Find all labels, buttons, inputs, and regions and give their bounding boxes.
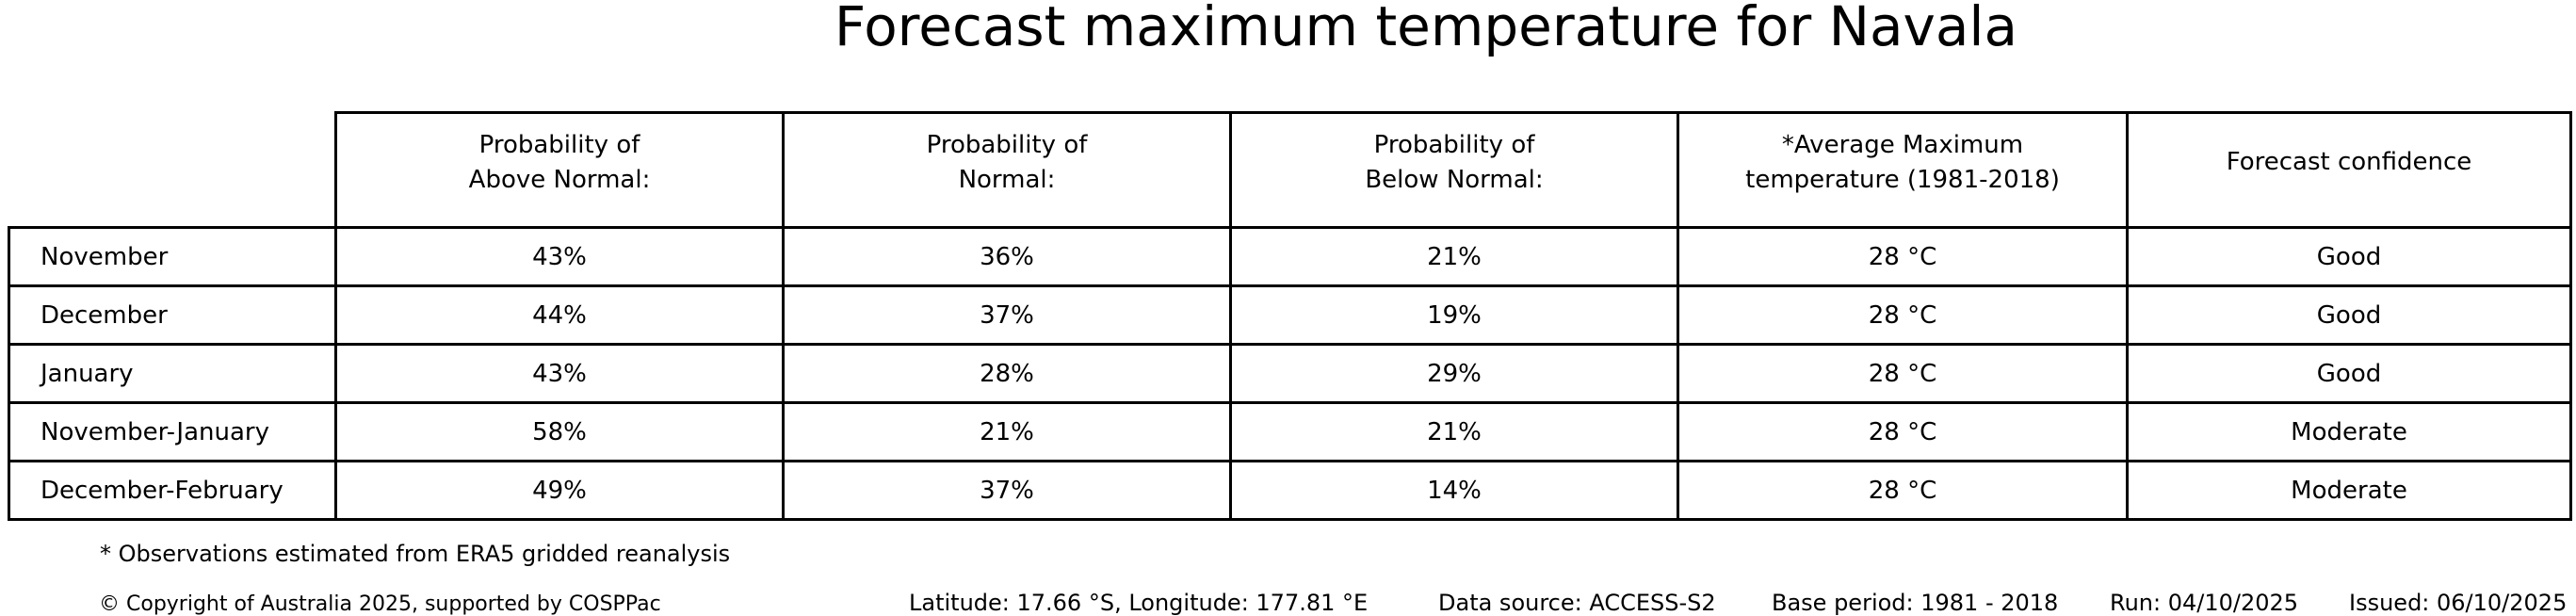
cell-above-normal: 43% <box>334 343 785 404</box>
cell-avg-temp: 28 °C <box>1677 401 2129 462</box>
row-label: January <box>8 343 337 404</box>
cell-normal: 28% <box>782 343 1232 404</box>
table-row-december-february: December-February 49% 37% 14% 28 °C Mode… <box>8 460 2572 521</box>
row-label: November <box>8 226 337 287</box>
cell-below-normal: 29% <box>1229 343 1679 404</box>
cell-confidence: Good <box>2126 343 2572 404</box>
cell-below-normal: 21% <box>1229 226 1679 287</box>
cell-below-normal: 14% <box>1229 460 1679 521</box>
cell-above-normal: 49% <box>334 460 785 521</box>
row-label: November-January <box>8 401 337 462</box>
table-row-december: December 44% 37% 19% 28 °C Good <box>8 284 2572 346</box>
observations-footnote: * Observations estimated from ERA5 gridd… <box>100 541 731 567</box>
cell-confidence: Moderate <box>2126 460 2572 521</box>
col-header-above-normal: Probability of Above Normal: <box>334 111 785 229</box>
cell-avg-temp: 28 °C <box>1677 343 2129 404</box>
cell-avg-temp: 28 °C <box>1677 284 2129 346</box>
col-header-normal: Probability of Normal: <box>782 111 1232 229</box>
cell-avg-temp: 28 °C <box>1677 460 2129 521</box>
cell-normal: 37% <box>782 284 1232 346</box>
col-header-below-normal: Probability of Below Normal: <box>1229 111 1679 229</box>
cell-normal: 36% <box>782 226 1232 287</box>
cell-confidence: Good <box>2126 226 2572 287</box>
cell-above-normal: 58% <box>334 401 785 462</box>
header-row: Probability of Above Normal: Probability… <box>9 111 2572 229</box>
row-label: December-February <box>8 460 337 521</box>
table-row-january: January 43% 28% 29% 28 °C Good <box>8 343 2572 404</box>
cell-above-normal: 44% <box>334 284 785 346</box>
cell-avg-temp: 28 °C <box>1677 226 2129 287</box>
cell-below-normal: 21% <box>1229 401 1679 462</box>
page-title: Forecast maximum temperature for Navala <box>834 0 2018 58</box>
cell-below-normal: 19% <box>1229 284 1679 346</box>
cell-above-normal: 43% <box>334 226 785 287</box>
cell-confidence: Moderate <box>2126 401 2572 462</box>
cell-normal: 21% <box>782 401 1232 462</box>
issued-date-text: Issued: 06/10/2025 <box>2349 590 2568 616</box>
cell-normal: 37% <box>782 460 1232 521</box>
forecast-table: Probability of Above Normal: Probability… <box>8 111 2572 521</box>
row-label: December <box>8 284 337 346</box>
coordinates-text: Latitude: 17.66 °S, Longitude: 177.81 °E <box>909 590 1369 616</box>
data-source-text: Data source: ACCESS-S2 <box>1438 590 1716 616</box>
corner-cell <box>9 113 336 228</box>
copyright-text: © Copyright of Australia 2025, supported… <box>99 592 661 616</box>
table-row-november-january: November-January 58% 21% 21% 28 °C Moder… <box>8 401 2572 462</box>
table-row-november: November 43% 36% 21% 28 °C Good <box>8 226 2572 287</box>
cell-confidence: Good <box>2126 284 2572 346</box>
run-date-text: Run: 04/10/2025 <box>2110 590 2299 616</box>
base-period-text: Base period: 1981 - 2018 <box>1772 590 2059 616</box>
col-header-forecast-confidence: Forecast confidence <box>2126 111 2572 229</box>
col-header-average-max-temp: *Average Maximum temperature (1981-2018) <box>1677 111 2129 229</box>
